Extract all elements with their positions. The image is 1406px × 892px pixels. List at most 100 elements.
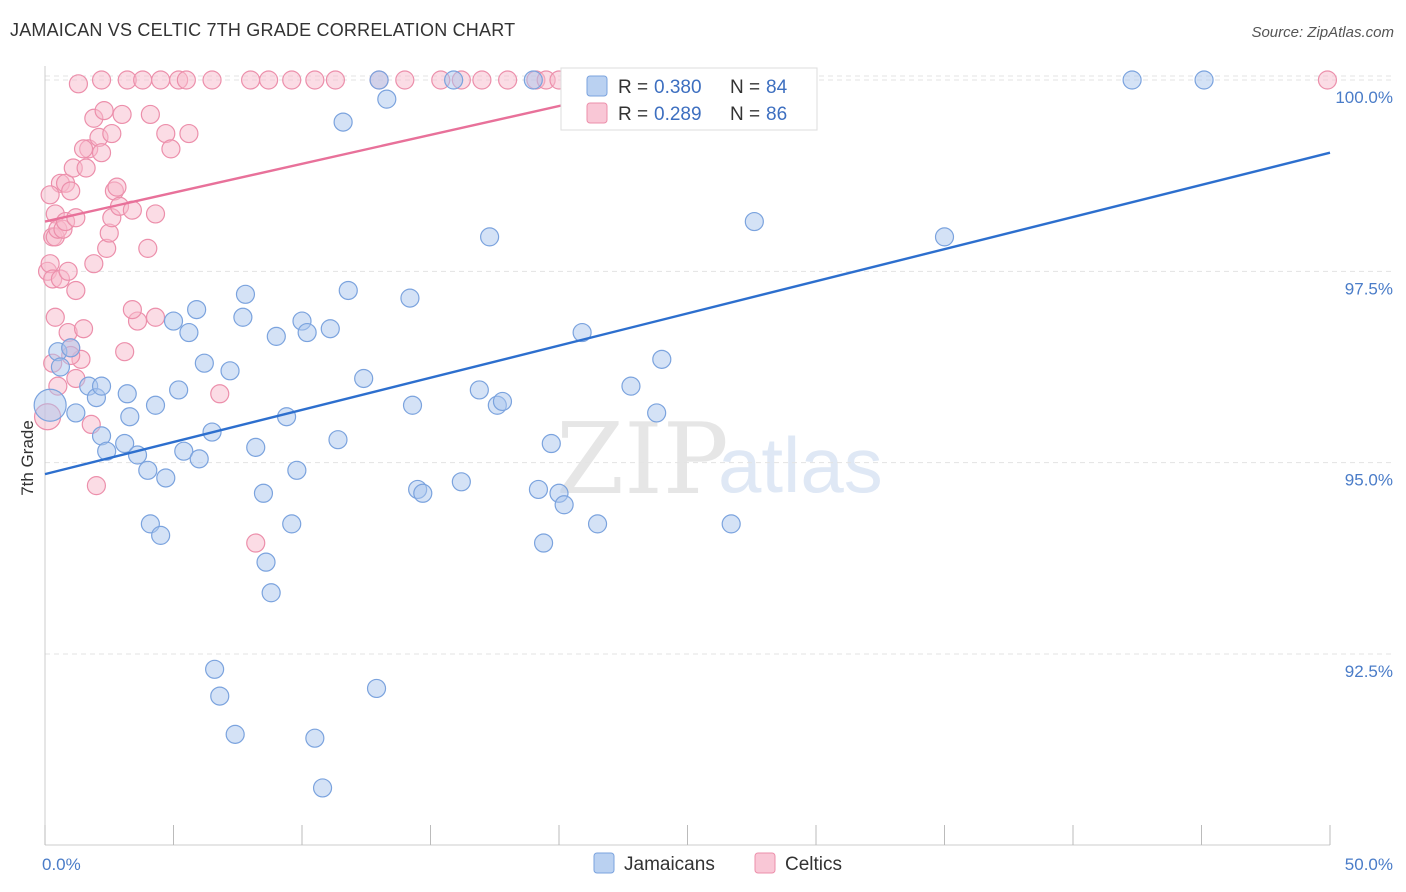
point-jamaicans (287, 460, 307, 480)
point-jamaicans (400, 288, 420, 308)
point-jamaicans (523, 70, 543, 90)
point-jamaicans (205, 659, 225, 679)
point-jamaicans (253, 483, 274, 503)
point-jamaicans (312, 778, 333, 798)
point-jamaicans (366, 678, 387, 699)
point-jamaicans (369, 70, 389, 90)
trend-line-jamaicans (44, 151, 1331, 476)
point-jamaicans (115, 433, 135, 454)
point-jamaicans (305, 728, 325, 748)
source-credit: Source: ZipAtlas.com (1251, 24, 1394, 41)
y-axis-label: 7th Grade (18, 420, 37, 496)
bottom-legend-label-jamaicans: Jamaicans (624, 854, 715, 875)
point-celtics (472, 70, 492, 90)
bottom-legend: Jamaicans Celtics (593, 852, 842, 875)
point-jamaicans (554, 495, 574, 515)
point-jamaicans (572, 322, 592, 343)
point-celtics (176, 70, 196, 90)
point-jamaicans (156, 468, 176, 488)
point-jamaicans (33, 388, 67, 422)
point-celtics (498, 70, 518, 90)
point-celtics (305, 70, 325, 90)
point-jamaicans (261, 583, 281, 603)
point-celtics (133, 70, 153, 90)
point-jamaicans (621, 376, 641, 396)
point-jamaicans (276, 407, 297, 427)
point-jamaicans (444, 70, 464, 90)
point-jamaicans (587, 514, 608, 534)
point-celtics (94, 101, 114, 121)
point-jamaicans (492, 391, 513, 412)
watermark-atlas: atlas (718, 421, 883, 509)
point-jamaicans (266, 326, 286, 346)
point-jamaicans (541, 433, 561, 454)
point-celtics (179, 123, 199, 144)
point-jamaicans (652, 349, 672, 369)
point-jamaicans (246, 437, 266, 457)
point-celtics (210, 384, 230, 404)
point-celtics (115, 342, 135, 362)
point-jamaicans (189, 449, 209, 469)
point-jamaicans (934, 227, 955, 247)
x-tick-label: 50.0% (1345, 855, 1393, 874)
point-jamaicans (282, 514, 302, 534)
point-jamaicans (169, 380, 189, 400)
point-jamaicans (354, 368, 374, 389)
point-jamaicans (469, 380, 489, 400)
legend-r-value-celtics: 0.289 (654, 104, 702, 125)
legend-r-value-jamaicans: 0.380 (654, 77, 702, 98)
watermark: ZIP atlas (556, 403, 883, 517)
point-jamaicans (744, 211, 764, 232)
y-tick-label: 95.0% (1345, 471, 1393, 490)
gridlines (45, 75, 1392, 655)
point-celtics (107, 177, 127, 197)
x-tick-labels: 0.0% 50.0% (42, 855, 1393, 874)
point-jamaicans (97, 441, 117, 461)
legend-r-label-jamaicans: R = (618, 77, 648, 98)
y-tick-label: 92.5% (1345, 662, 1393, 681)
point-celtics (66, 208, 86, 228)
point-jamaicans (413, 483, 433, 503)
point-jamaicans (1122, 70, 1142, 90)
point-celtics (66, 280, 86, 301)
point-jamaicans (647, 403, 667, 423)
y-tick-label: 100.0% (1335, 88, 1393, 107)
point-celtics (58, 261, 78, 281)
point-jamaicans (117, 384, 137, 404)
point-celtics (112, 104, 132, 125)
point-celtics (241, 70, 261, 90)
point-celtics (258, 70, 279, 90)
point-jamaicans (338, 280, 358, 301)
point-jamaicans (1194, 70, 1214, 90)
point-celtics (202, 70, 222, 90)
point-jamaicans (320, 319, 340, 339)
legend-n-label-celtics: N = (730, 104, 760, 125)
point-celtics (145, 204, 166, 224)
legend-n-value-celtics: 86 (766, 104, 787, 125)
point-celtics (91, 143, 112, 163)
point-jamaicans (328, 430, 348, 450)
point-celtics (40, 185, 60, 205)
point-jamaicans (528, 479, 549, 500)
point-jamaicans (210, 686, 230, 706)
legend-swatch-jamaicans (586, 75, 608, 97)
point-jamaicans (721, 514, 741, 534)
bottom-legend-swatch-celtics (754, 852, 776, 874)
point-celtics (282, 70, 302, 90)
point-celtics (145, 307, 166, 327)
point-jamaicans (145, 395, 166, 415)
series-jamaicans-points (33, 70, 1214, 798)
point-jamaicans (194, 353, 214, 373)
point-celtics (73, 139, 94, 159)
point-celtics (73, 319, 94, 339)
point-jamaicans (66, 403, 86, 423)
point-jamaicans (179, 322, 199, 343)
point-jamaicans (533, 533, 554, 553)
point-jamaicans (220, 361, 240, 381)
legend-n-value-jamaicans: 84 (766, 77, 788, 98)
point-celtics (161, 139, 181, 159)
point-celtics (86, 476, 107, 496)
point-jamaicans (333, 112, 353, 132)
point-jamaicans (50, 357, 71, 377)
legend-r-label-celtics: R = (618, 104, 648, 125)
